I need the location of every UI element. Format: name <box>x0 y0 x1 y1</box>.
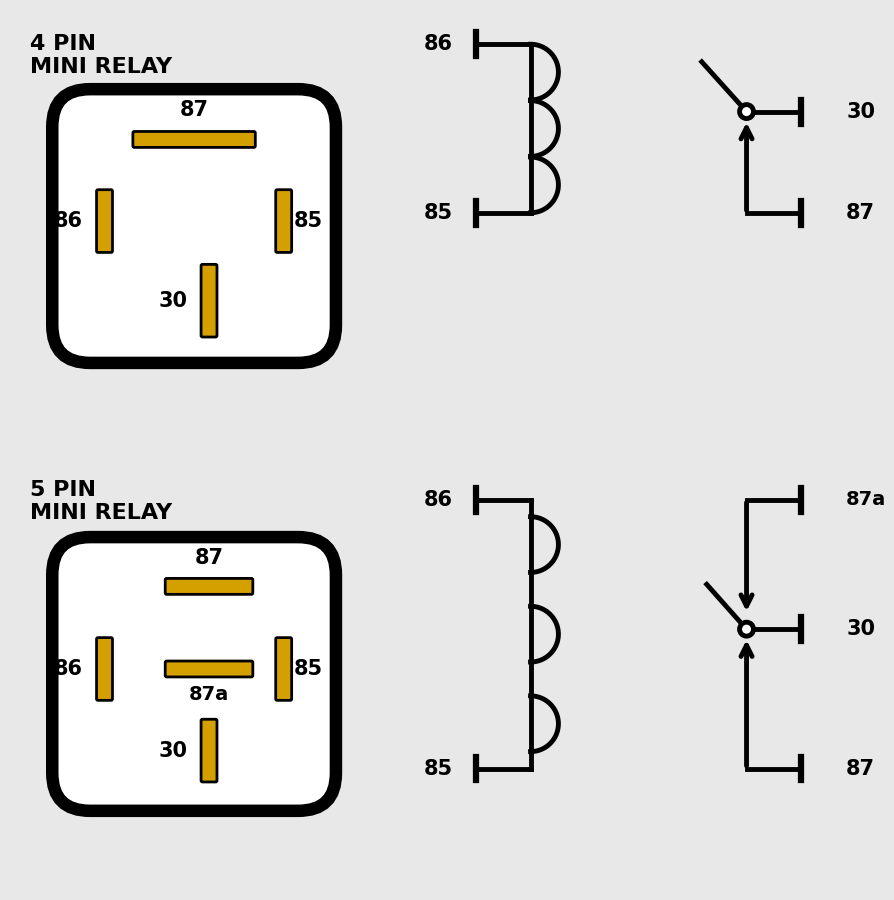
FancyBboxPatch shape <box>201 719 217 782</box>
FancyBboxPatch shape <box>275 637 291 700</box>
Text: 85: 85 <box>293 659 323 679</box>
FancyBboxPatch shape <box>133 131 256 148</box>
Text: 30: 30 <box>846 102 875 122</box>
FancyBboxPatch shape <box>165 579 253 594</box>
Text: 86: 86 <box>54 212 82 231</box>
FancyBboxPatch shape <box>97 637 113 700</box>
Text: 30: 30 <box>158 291 187 310</box>
FancyBboxPatch shape <box>52 89 336 363</box>
Text: 85: 85 <box>424 203 453 223</box>
Text: 87: 87 <box>195 548 224 569</box>
Text: 85: 85 <box>424 759 453 778</box>
Circle shape <box>739 104 754 119</box>
Text: MINI RELAY: MINI RELAY <box>30 503 172 523</box>
Text: 87: 87 <box>846 203 875 223</box>
Text: 87a: 87a <box>846 491 886 509</box>
Text: 87a: 87a <box>189 685 229 704</box>
Text: 85: 85 <box>293 212 323 231</box>
Text: 4 PIN: 4 PIN <box>30 34 96 54</box>
Text: 5 PIN: 5 PIN <box>30 480 96 500</box>
FancyBboxPatch shape <box>52 537 336 811</box>
Text: 86: 86 <box>54 659 82 679</box>
Text: 30: 30 <box>846 619 875 639</box>
Text: 87: 87 <box>846 759 875 778</box>
Circle shape <box>739 622 754 636</box>
Text: 87: 87 <box>180 100 208 120</box>
Text: 86: 86 <box>424 34 453 54</box>
FancyBboxPatch shape <box>275 190 291 252</box>
FancyBboxPatch shape <box>201 265 217 337</box>
Text: MINI RELAY: MINI RELAY <box>30 57 172 76</box>
Text: 30: 30 <box>158 741 187 760</box>
FancyBboxPatch shape <box>165 661 253 677</box>
Text: 86: 86 <box>424 490 453 509</box>
FancyBboxPatch shape <box>97 190 113 252</box>
